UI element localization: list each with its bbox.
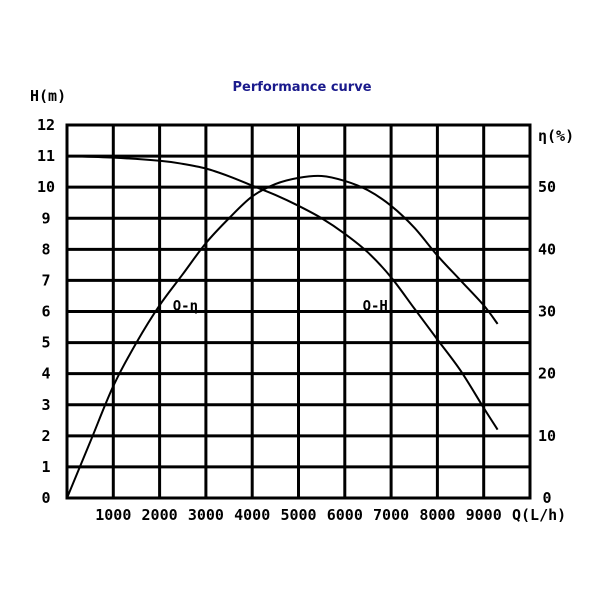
y-left-tick-label: 1 — [41, 458, 50, 476]
grid — [65, 123, 532, 500]
y-right-tick-label: 10 — [538, 427, 556, 445]
x-tick-label: 7000 — [373, 506, 409, 524]
y-right-tick-label: 40 — [538, 240, 556, 258]
y-left-tick-label: 7 — [41, 271, 50, 289]
y-left-tick-label: 5 — [41, 334, 50, 352]
curve-label: Q-H — [363, 298, 388, 314]
y-left-tick-label: 10 — [37, 178, 55, 196]
y-left-tick-label: 9 — [41, 209, 50, 227]
chart-title: Performance curve — [232, 80, 371, 95]
x-tick-label: 5000 — [280, 506, 316, 524]
y-left-tick-label: 12 — [37, 116, 55, 134]
x-tick-label: 9000 — [466, 506, 502, 524]
y-left-tick-label: 11 — [37, 147, 55, 165]
curve-label: Q-η — [173, 298, 198, 314]
y-left-tick-label: 8 — [41, 240, 50, 258]
x-tick-label: 2000 — [142, 506, 178, 524]
series-lines — [66, 155, 499, 499]
curve-labels: Q-η Q-H — [173, 298, 388, 314]
y-left-tick-label: 3 — [41, 396, 50, 414]
series-line-q — [66, 174, 499, 499]
y-left-tick-label: 0 — [41, 489, 50, 507]
y-axis-right-label: η(%) — [538, 127, 574, 145]
y-axis-left-label: H(m) — [30, 87, 66, 105]
x-axis-label: Q(L/h) — [512, 506, 566, 524]
y-left-tick-label: 4 — [41, 365, 50, 383]
plot-frame — [65, 123, 532, 500]
x-tick-label: 8000 — [419, 506, 455, 524]
y-left-tick-label: 6 — [41, 303, 50, 321]
y-right-tick-label: 0 — [542, 489, 551, 507]
x-tick-label: 3000 — [188, 506, 224, 524]
y-left-tick-label: 2 — [41, 427, 50, 445]
x-tick-label: 4000 — [234, 506, 270, 524]
x-tick-label: 6000 — [327, 506, 363, 524]
series-line-qh — [66, 155, 499, 431]
y-right-tick-label: 30 — [538, 303, 556, 321]
y-right-tick-label: 20 — [538, 365, 556, 383]
y-right-tick-label: 50 — [538, 178, 556, 196]
x-tick-label: 1000 — [95, 506, 131, 524]
